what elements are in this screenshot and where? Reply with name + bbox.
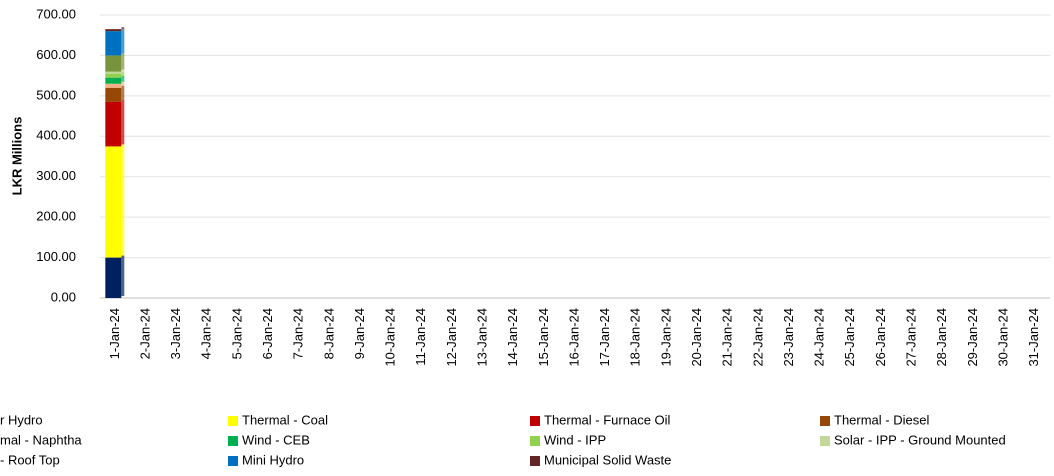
y-tick-label: 100.00 bbox=[36, 249, 76, 264]
x-tick-label: 5-Jan-24 bbox=[229, 308, 244, 359]
y-axis-label: LKR Millions bbox=[9, 117, 24, 196]
bar-segment bbox=[105, 101, 122, 147]
legend-label: Thermal - Coal bbox=[242, 412, 328, 427]
legend-label: mal - Naphtha bbox=[0, 432, 82, 447]
legend-swatch bbox=[530, 416, 540, 426]
x-tick-label: 26-Jan-24 bbox=[873, 308, 888, 367]
x-tick-label: 28-Jan-24 bbox=[934, 308, 949, 367]
x-tick-label: 16-Jan-24 bbox=[566, 308, 581, 367]
x-tick-label: 30-Jan-24 bbox=[995, 308, 1010, 367]
legend-label: Thermal - Diesel bbox=[834, 412, 929, 427]
bar-side bbox=[121, 255, 125, 296]
bar-segment bbox=[105, 31, 122, 56]
y-tick-label: 600.00 bbox=[36, 47, 76, 62]
x-tick-label: 17-Jan-24 bbox=[597, 308, 612, 367]
x-tick-label: 19-Jan-24 bbox=[658, 308, 673, 367]
bar-side bbox=[121, 29, 125, 54]
bar-segment bbox=[105, 55, 122, 72]
y-tick-label: 200.00 bbox=[36, 209, 76, 224]
legend-label: Thermal - Furnace Oil bbox=[544, 412, 671, 427]
bar-side bbox=[121, 71, 125, 76]
x-tick-label: 22-Jan-24 bbox=[750, 308, 765, 367]
x-tick-label: 25-Jan-24 bbox=[842, 308, 857, 367]
legend-label: - Roof Top bbox=[0, 452, 60, 467]
legend-swatch bbox=[530, 436, 540, 446]
x-tick-label: 10-Jan-24 bbox=[383, 308, 398, 367]
bar-segment bbox=[105, 73, 122, 78]
bar-side bbox=[121, 144, 125, 256]
x-tick-label: 18-Jan-24 bbox=[628, 308, 643, 367]
y-tick-label: 400.00 bbox=[36, 128, 76, 143]
x-tick-label: 6-Jan-24 bbox=[260, 308, 275, 359]
legend-swatch bbox=[228, 416, 238, 426]
x-tick-label: 9-Jan-24 bbox=[352, 308, 367, 359]
bar-segment bbox=[105, 29, 122, 32]
legend-label: Municipal Solid Waste bbox=[544, 452, 671, 467]
bar-side bbox=[121, 99, 125, 145]
legend-label: Wind - CEB bbox=[242, 432, 310, 447]
x-tick-label: 14-Jan-24 bbox=[505, 308, 520, 367]
y-tick-label: 700.00 bbox=[36, 6, 76, 21]
y-tick-label: 500.00 bbox=[36, 87, 76, 102]
bar-segment bbox=[105, 146, 122, 258]
legend-swatch bbox=[820, 416, 830, 426]
legend-label: r Hydro bbox=[0, 412, 43, 427]
bar-side bbox=[121, 81, 125, 86]
legend-swatch bbox=[228, 436, 238, 446]
x-tick-label: 24-Jan-24 bbox=[812, 308, 827, 367]
x-tick-label: 4-Jan-24 bbox=[199, 308, 214, 359]
x-tick-label: 21-Jan-24 bbox=[720, 308, 735, 367]
bar-segment bbox=[105, 257, 122, 298]
x-tick-label: 15-Jan-24 bbox=[536, 308, 551, 367]
bar-side bbox=[121, 75, 125, 82]
bar-segment bbox=[105, 77, 122, 84]
bar-side bbox=[121, 85, 125, 100]
x-tick-label: 20-Jan-24 bbox=[689, 308, 704, 367]
bar-side bbox=[121, 27, 125, 30]
legend-swatch bbox=[228, 456, 238, 466]
legend-label: Wind - IPP bbox=[544, 432, 606, 447]
legend-label: Solar - IPP - Ground Mounted bbox=[834, 432, 1006, 447]
x-tick-label: 8-Jan-24 bbox=[321, 308, 336, 359]
legend-label: Mini Hydro bbox=[242, 452, 304, 467]
bar-side bbox=[121, 53, 125, 70]
x-tick-label: 13-Jan-24 bbox=[475, 308, 490, 367]
x-tick-label: 29-Jan-24 bbox=[965, 308, 980, 367]
x-tick-label: 2-Jan-24 bbox=[137, 308, 152, 359]
bar-segment bbox=[105, 71, 122, 74]
x-tick-label: 11-Jan-24 bbox=[413, 308, 428, 366]
x-tick-label: 23-Jan-24 bbox=[781, 308, 796, 367]
legend-swatch bbox=[820, 436, 830, 446]
x-tick-label: 27-Jan-24 bbox=[904, 308, 919, 367]
bar-side bbox=[121, 69, 125, 72]
legend-swatch bbox=[530, 456, 540, 466]
y-tick-label: 0.00 bbox=[51, 289, 76, 304]
y-tick-label: 300.00 bbox=[36, 168, 76, 183]
bar-segment bbox=[105, 83, 122, 88]
x-tick-label: 12-Jan-24 bbox=[444, 308, 459, 367]
x-tick-label: 1-Jan-24 bbox=[107, 308, 122, 359]
bar-segment bbox=[105, 87, 122, 102]
x-tick-label: 7-Jan-24 bbox=[291, 308, 306, 359]
x-tick-label: 31-Jan-24 bbox=[1026, 308, 1041, 367]
x-tick-label: 3-Jan-24 bbox=[168, 308, 183, 359]
